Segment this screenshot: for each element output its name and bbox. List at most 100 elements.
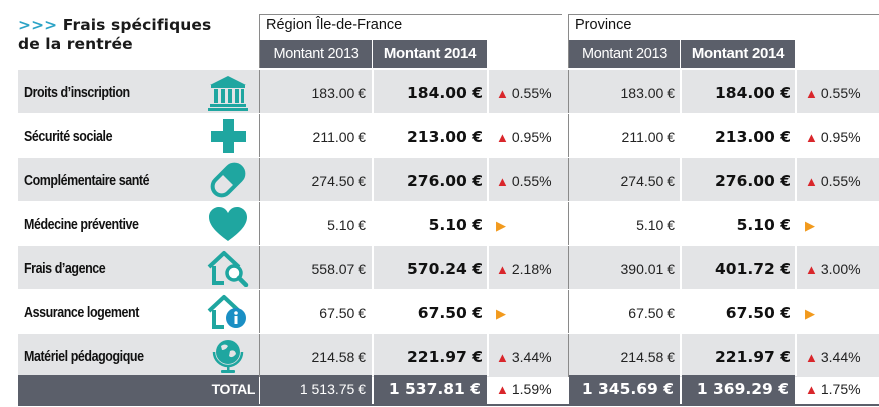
- prov-change-cell: ▶: [805, 202, 818, 245]
- flat-arrow-icon: ▶: [805, 306, 815, 321]
- column-gutter: [795, 68, 797, 376]
- group-name-idf: Région Île-de-France: [266, 17, 403, 33]
- row-divider: [259, 114, 260, 157]
- house-info-icon: [207, 295, 246, 329]
- table-row: Complémentaire santé 274.50 € 276.00 € ▲…: [18, 158, 879, 201]
- prov-2013-cell: 390.01 €: [620, 261, 676, 277]
- bottom-rule: [18, 404, 879, 406]
- idf-change-cell: ▲ 0.55%: [496, 158, 552, 201]
- idf-2013-cell: 183.00 €: [311, 85, 367, 101]
- title-line1: Frais spécifiques: [62, 16, 212, 34]
- up-arrow-icon: ▲: [805, 262, 818, 277]
- row-divider: [568, 158, 569, 201]
- row-label: Matériel pédagogique: [24, 349, 144, 365]
- up-arrow-icon: ▲: [805, 130, 818, 145]
- total-prov-change-value: 1.75%: [820, 381, 861, 397]
- prov-2013-cell: 214.58 €: [620, 349, 676, 365]
- flat-arrow-icon: ▶: [496, 306, 506, 321]
- row-divider: [568, 202, 569, 245]
- idf-change-cell: ▲ 3.44%: [496, 334, 552, 377]
- row-divider: [259, 70, 260, 113]
- row-divider: [568, 290, 569, 333]
- row-divider: [568, 334, 569, 377]
- prov-change-value: 3.44%: [820, 349, 861, 365]
- col-header-prov-2013: Montant 2013: [569, 40, 681, 68]
- row-divider: [259, 202, 260, 245]
- total-idf-change-value: 1.59%: [511, 381, 552, 397]
- row-divider: [568, 114, 569, 157]
- idf-2014-cell: 276.00 €: [407, 172, 483, 190]
- idf-2013-cell: 558.07 €: [311, 261, 367, 277]
- table-row: Matériel pédagogique 214.58 € 221.97 € ▲…: [18, 334, 879, 377]
- table-row: Droits d’inscription 183.00 € 184.00 € ▲…: [18, 70, 879, 113]
- university-building-icon: [208, 76, 248, 111]
- row-divider: [259, 290, 260, 333]
- table-row: Médecine préventive 5.10 € 5.10 € ▶ 5.10…: [18, 202, 879, 245]
- col-header-idf-2014: Montant 2014: [373, 40, 488, 68]
- total-idf-2013: 1 513.75 €: [260, 375, 372, 404]
- prov-change-value: 0.55%: [820, 173, 861, 189]
- column-gutter: [487, 68, 489, 376]
- prov-2014-cell: 67.50 €: [725, 304, 791, 322]
- table-row: Frais d’agence 558.07 € 570.24 € ▲ 2.18% …: [18, 246, 879, 289]
- group-name-province: Province: [575, 17, 632, 33]
- prov-2013-cell: 274.50 €: [620, 173, 676, 189]
- medical-cross-icon: [211, 119, 246, 153]
- row-divider: [259, 158, 260, 201]
- idf-change-value: 0.55%: [511, 173, 552, 189]
- prov-change-value: 0.95%: [820, 129, 861, 145]
- idf-2014-cell: 184.00 €: [407, 84, 483, 102]
- idf-change-value: 3.44%: [511, 349, 552, 365]
- total-label: TOTAL: [18, 375, 259, 404]
- up-arrow-icon: ▲: [496, 174, 509, 189]
- up-arrow-icon: ▲: [496, 130, 509, 145]
- up-arrow-icon: ▲: [805, 382, 818, 397]
- idf-2013-cell: 211.00 €: [312, 129, 366, 145]
- col-header-prov-2014: Montant 2014: [681, 40, 796, 68]
- idf-change-cell: ▶: [496, 290, 509, 333]
- prov-2014-cell: 401.72 €: [715, 260, 791, 278]
- idf-2013-cell: 5.10 €: [327, 217, 366, 233]
- prov-2013-cell: 67.50 €: [628, 305, 675, 321]
- flat-arrow-icon: ▶: [805, 218, 815, 233]
- idf-2013-cell: 214.58 €: [311, 349, 367, 365]
- idf-2013-cell: 67.50 €: [319, 305, 366, 321]
- idf-change-value: 2.18%: [511, 261, 552, 277]
- prov-2013-cell: 5.10 €: [636, 217, 675, 233]
- prov-2013-cell: 183.00 €: [620, 85, 676, 101]
- table-title: >>> Frais spécifiques de la rentrée: [18, 16, 253, 54]
- prov-change-value: 3.00%: [820, 261, 861, 277]
- row-label: Assurance logement: [24, 305, 139, 321]
- row-divider: [259, 334, 260, 377]
- table-row: Sécurité sociale 211.00 € 213.00 € ▲ 0.95…: [18, 114, 879, 157]
- house-search-icon: [207, 251, 249, 287]
- up-arrow-icon: ▲: [805, 174, 818, 189]
- prov-change-cell: ▲ 3.44%: [805, 334, 861, 377]
- prov-2013-cell: 211.00 €: [621, 129, 675, 145]
- total-prov-change: ▲ 1.75%: [805, 375, 861, 404]
- title-arrows: >>>: [18, 16, 58, 34]
- up-arrow-icon: ▲: [496, 262, 509, 277]
- idf-change-cell: ▲ 0.55%: [496, 70, 552, 113]
- total-row: TOTAL 1 513.75 € 1 537.81 € ▲ 1.59% 1 345…: [18, 375, 879, 404]
- row-label: Complémentaire santé: [24, 173, 150, 189]
- up-arrow-icon: ▲: [496, 86, 509, 101]
- row-divider: [568, 246, 569, 289]
- group-header-province: Province: [568, 14, 879, 68]
- column-gutter: [680, 68, 682, 376]
- idf-change-cell: ▲ 0.95%: [496, 114, 552, 157]
- row-label: Frais d’agence: [24, 261, 106, 277]
- up-arrow-icon: ▲: [805, 86, 818, 101]
- idf-change-cell: ▶: [496, 202, 509, 245]
- group-header-idf: Région Île-de-France: [259, 14, 562, 68]
- prov-2014-cell: 5.10 €: [736, 216, 791, 234]
- idf-2014-cell: 570.24 €: [407, 260, 483, 278]
- prov-change-cell: ▲ 0.55%: [805, 158, 861, 201]
- total-idf-change: ▲ 1.59%: [496, 375, 552, 404]
- idf-2014-cell: 5.10 €: [428, 216, 483, 234]
- prov-change-cell: ▶: [805, 290, 818, 333]
- heart-icon: [209, 207, 247, 241]
- prov-2014-cell: 213.00 €: [715, 128, 791, 146]
- idf-change-value: 0.95%: [511, 129, 552, 145]
- col-header-idf-2013: Montant 2013: [260, 40, 373, 68]
